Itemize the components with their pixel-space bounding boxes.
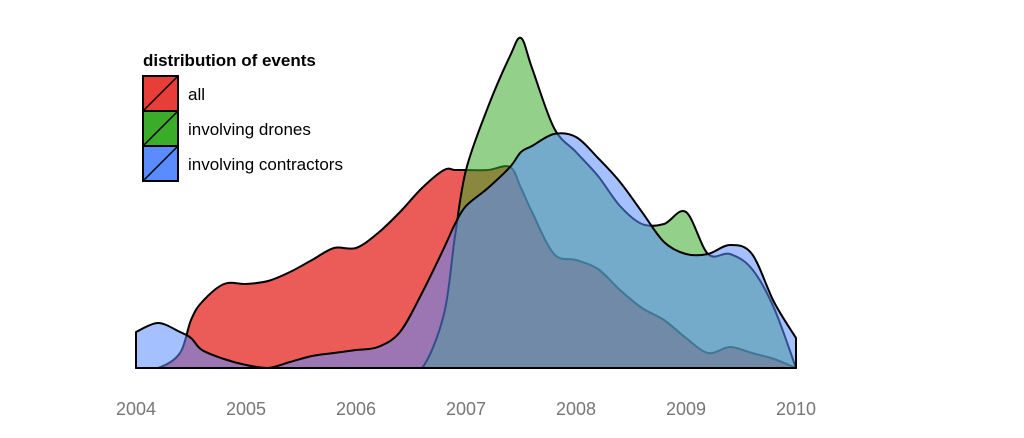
legend-label: all (188, 85, 205, 104)
chart-areas (135, 36, 797, 369)
x-tick-label: 2010 (776, 399, 816, 419)
legend-swatch-slash (142, 75, 179, 112)
x-tick-label: 2004 (116, 399, 156, 419)
legend: distribution of events all involving dron… (142, 51, 343, 182)
x-tick-labels: 2004 2005 2006 2007 2008 2009 2010 (116, 399, 816, 419)
legend-swatch-slash (142, 145, 179, 182)
x-tick-label: 2006 (336, 399, 376, 419)
area-involving-contractors (135, 132, 797, 369)
legend-item: all (142, 75, 205, 112)
legend-item: involving contractors (142, 145, 343, 182)
x-tick-label: 2005 (226, 399, 266, 419)
x-tick-label: 2007 (446, 399, 486, 419)
legend-item: involving drones (142, 110, 311, 147)
x-tick-label: 2009 (666, 399, 706, 419)
legend-label: involving contractors (188, 155, 343, 174)
x-tick-label: 2008 (556, 399, 596, 419)
legend-title: distribution of events (143, 51, 316, 70)
legend-label: involving drones (188, 120, 311, 139)
legend-items: all involving drones involving contractors (142, 75, 343, 182)
legend-swatch-slash (142, 110, 179, 147)
